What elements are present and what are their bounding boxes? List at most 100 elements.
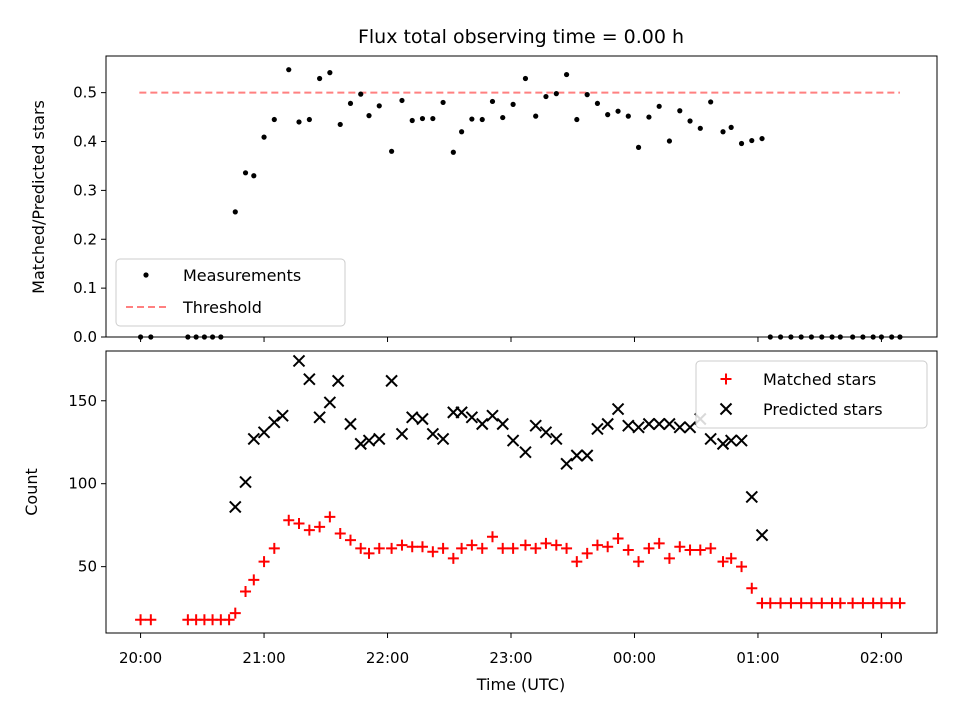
legend-measurements-label: Measurements [183,266,301,285]
measurement-point [450,149,456,155]
measurement-point [376,103,382,109]
measurement-point [366,113,372,119]
matched-star-point [456,542,468,554]
predicted-star-point [239,475,252,489]
matched-star-point [663,552,675,564]
bottom-legend: Matched stars Predicted stars [695,360,928,429]
measurement-point [563,71,570,78]
matched-star-point [486,531,498,543]
legend-predicted-marker [719,402,733,416]
predicted-star-point [745,490,758,504]
x-tick-label: 00:00 [613,649,656,667]
bottom-y-tick-label: 100 [68,475,97,493]
measurement-point [409,117,415,124]
matched-star-point [622,544,634,556]
matched-star-point [775,597,787,609]
matched-star-point [248,574,260,586]
x-tick-label: 23:00 [489,649,532,667]
matched-star-point [507,542,519,554]
matched-star-point [857,597,869,609]
predicted-star-point [331,374,345,388]
legend-predicted-label: Predicted stars [763,400,883,419]
matched-star-point [764,597,776,609]
matched-star-point [466,539,478,551]
matched-star-point [519,539,531,551]
measurement-point [271,116,277,123]
top-y-tick-label: 0.3 [73,181,97,199]
matched-star-point [591,539,603,551]
matched-star-point [550,539,562,551]
measurement-point [728,124,734,130]
legend-threshold-label: Threshold [182,298,262,317]
predicted-star-point [465,411,479,424]
predicted-star-point [476,417,489,431]
measurement-point [261,134,267,140]
measurement-point [543,93,549,100]
predicted-star-point [385,374,398,388]
matched-star-point [355,542,367,554]
measurement-point [584,92,590,98]
measurement-point [306,116,312,123]
chart-title: Flux total observing time = 0.00 h [358,26,684,48]
matched-star-point [847,597,859,609]
measurement-point [687,118,693,124]
x-tick-label: 20:00 [119,649,162,667]
top-y-tick-label: 0.1 [73,279,97,297]
bottom-panel: 50 100 150 20:00 21:00 22:00 23:00 00:00 01:00 0… [22,350,938,694]
measurement-point [389,148,395,154]
predicted-star-point [539,426,553,439]
matched-star-point [344,534,356,546]
measurement-point [430,115,436,122]
measurement-point [337,121,343,128]
matched-star-point [795,597,807,609]
measurement-point [666,138,673,144]
predicted-star-point [395,427,409,441]
predicted-star-point [416,412,429,426]
predicted-star-point [354,437,367,451]
matched-star-point [717,556,729,568]
matched-star-point [725,552,737,564]
matched-star-point [816,597,828,609]
x-tick-label: 01:00 [736,649,779,667]
x-tick-label: 02:00 [860,649,903,667]
measurement-point [738,140,745,147]
matched-star-point [540,537,552,549]
x-axis-label: Time (UTC) [476,675,565,694]
matched-star-point [240,586,252,598]
matched-star-point [416,541,428,553]
predicted-star-point [406,411,419,424]
matched-star-point [145,614,157,626]
measurement-point [759,135,765,142]
predicted-star-point [229,500,242,514]
measurement-point [489,98,496,105]
predicted-star-point [580,449,594,462]
measurement-point [605,112,611,118]
predicted-star-point [560,457,573,471]
top-y-tick-label: 0.4 [73,133,97,151]
predicted-star-point [716,437,730,451]
measurement-point [749,137,755,144]
predicted-star-point [436,432,450,446]
predicted-star-point [426,427,440,441]
matched-star-point [643,542,655,554]
measurement-point [635,144,642,150]
predicted-star-point [570,449,584,462]
measurement-point [469,116,475,122]
measurement-point [232,209,238,215]
measurement-point [479,116,485,123]
matched-star-point [581,547,593,559]
matched-star-point [875,597,887,609]
matched-star-point [674,541,686,553]
bottom-y-tick-label: 50 [78,558,97,576]
top-y-tick-label: 0.0 [73,328,97,346]
top-y-tick-label: 0.2 [73,230,97,248]
predicted-star-point [529,419,542,432]
matched-star-point [633,556,645,568]
matched-star-point [894,597,906,609]
measurement-point [358,91,364,97]
predicted-star-point [642,417,656,431]
matched-star-point [324,511,336,523]
top-legend-box [115,258,346,327]
legend-matched-marker [720,373,732,385]
